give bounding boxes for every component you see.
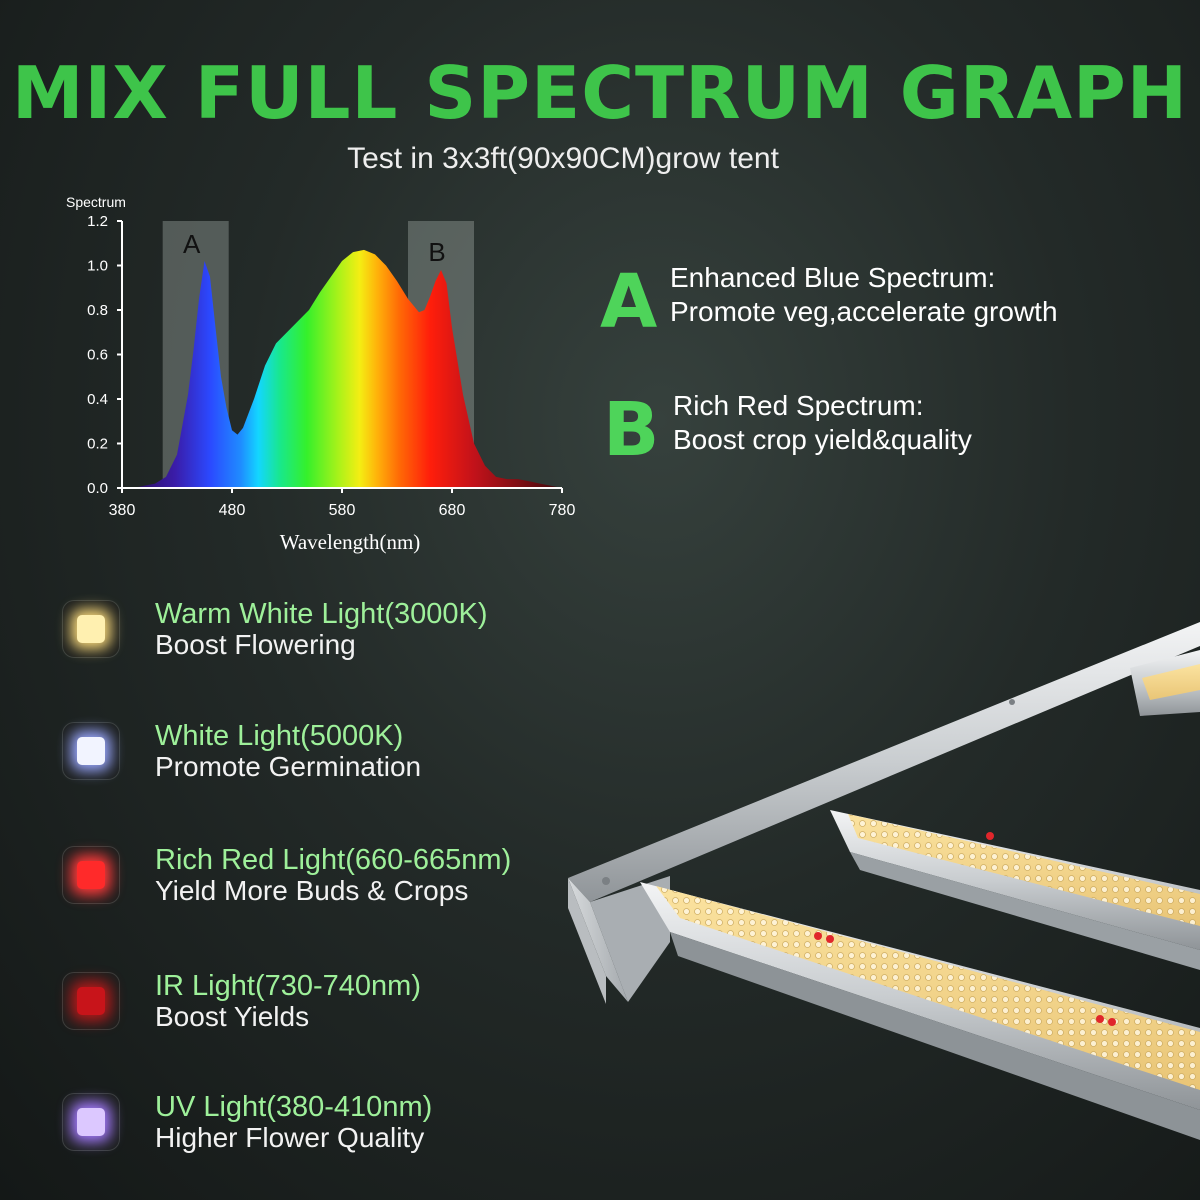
callout-a-title: Enhanced Blue Spectrum:	[670, 262, 996, 293]
y-tick-label: 0.8	[87, 302, 108, 319]
y-tick-label: 0.6	[87, 347, 108, 364]
grow-light-fixture-image	[568, 622, 1200, 1140]
led-name: UV Light(380-410nm)	[155, 1091, 433, 1123]
x-axis-label: Wavelength(nm)	[280, 530, 421, 554]
y-axis-label: Spectrum	[66, 194, 126, 210]
y-tick-label: 0.2	[87, 436, 108, 453]
x-tick-label: 480	[219, 502, 246, 519]
white-led-icon	[62, 722, 120, 780]
warm-white-led-icon	[62, 600, 120, 658]
ir-led-icon	[62, 972, 120, 1030]
led-benefit: Promote Germination	[155, 751, 422, 782]
led-item-ir: IR Light(730-740nm) Boost Yields	[62, 970, 582, 1052]
spectrum-chart: A B 0.0 0.2 0.4 0.6 0.8 1.0 1.2 380 480 580 680 780…	[66, 194, 576, 554]
x-tick-label: 780	[549, 502, 576, 519]
y-tick-label: 0.4	[87, 391, 108, 408]
page-title: MIX FULL SPECTRUM GRAPH	[11, 51, 1189, 135]
led-item-warm-white: Warm White Light(3000K) Boost Flowering	[62, 598, 582, 680]
callout-a-description: Promote veg,accelerate growth	[670, 296, 1058, 327]
callout-b-letter: B	[603, 387, 660, 473]
led-benefit: Yield More Buds & Crops	[155, 875, 469, 906]
callout-a-letter: A	[600, 259, 658, 345]
x-tick-label: 580	[329, 502, 356, 519]
x-tick-label: 680	[439, 502, 466, 519]
led-name: Warm White Light(3000K)	[155, 598, 488, 630]
red-led-icon	[62, 846, 120, 904]
x-tick-label: 380	[109, 502, 136, 519]
led-benefit: Boost Flowering	[155, 629, 356, 660]
callout-b-title: Rich Red Spectrum:	[673, 390, 924, 421]
led-name: IR Light(730-740nm)	[155, 970, 421, 1002]
y-tick-label: 1.2	[87, 213, 108, 230]
led-item-uv: UV Light(380-410nm) Higher Flower Qualit…	[62, 1091, 582, 1173]
led-item-white: White Light(5000K) Promote Germination	[62, 720, 582, 802]
uv-led-icon	[62, 1093, 120, 1151]
y-tick-label: 0.0	[87, 480, 108, 497]
callout-b-description: Boost crop yield&quality	[673, 424, 972, 455]
led-benefit: Higher Flower Quality	[155, 1122, 425, 1153]
region-b-label: B	[428, 237, 445, 267]
led-benefit: Boost Yields	[155, 1001, 310, 1032]
led-name: White Light(5000K)	[155, 720, 404, 752]
page-subtitle: Test in 3x3ft(90x90CM)grow tent	[347, 142, 779, 175]
spectrum-area	[122, 249, 562, 488]
y-tick-label: 1.0	[87, 258, 108, 275]
region-a-label: A	[183, 229, 201, 259]
led-item-rich-red: Rich Red Light(660-665nm) Yield More Bud…	[62, 844, 582, 926]
led-name: Rich Red Light(660-665nm)	[155, 844, 512, 876]
